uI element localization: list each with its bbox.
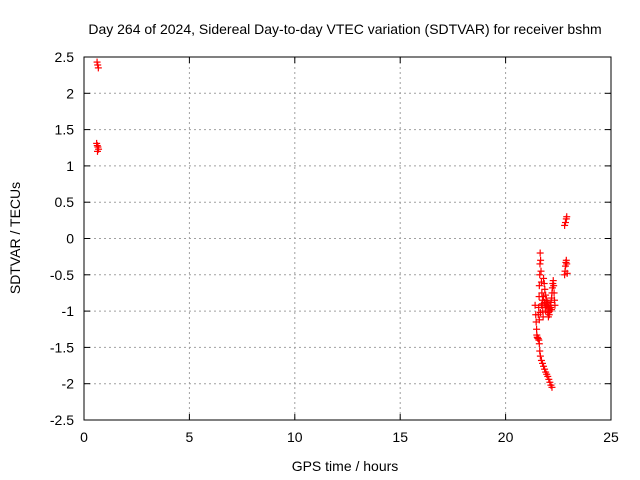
data-point	[542, 291, 550, 299]
chart-title: Day 264 of 2024, Sidereal Day-to-day VTE…	[88, 21, 601, 37]
data-point	[563, 269, 571, 277]
y-tick-label: 0	[66, 231, 74, 247]
data-point	[561, 219, 569, 227]
data-point	[534, 335, 542, 343]
y-tick-labels: -2.5 -2 -1.5 -1 -0.5 0 0.5 1 1.5 2 2.5	[50, 49, 74, 428]
data-point	[535, 316, 543, 324]
x-tick-label: 20	[498, 429, 514, 445]
x-tick-label: 10	[287, 429, 303, 445]
y-tick-label: 1	[66, 158, 74, 174]
y-tick-label: -1.5	[50, 339, 74, 355]
y-tick-label: 2.5	[55, 49, 75, 65]
data-point	[541, 285, 549, 293]
data-point	[550, 289, 558, 297]
axis-ticks	[83, 56, 612, 421]
x-tick-labels: 0 5 10 15 20 25	[80, 429, 619, 445]
y-tick-label: 0.5	[55, 194, 75, 210]
data-point	[545, 311, 553, 319]
data-point	[536, 347, 544, 355]
data-point	[94, 64, 102, 72]
data-point	[536, 352, 544, 360]
y-tick-label: -1	[62, 303, 75, 319]
plot-frame	[83, 56, 612, 421]
data-points	[93, 58, 571, 391]
data-point	[536, 249, 544, 257]
y-tick-label: -2.5	[50, 412, 74, 428]
data-point	[536, 271, 544, 279]
grid-lines	[84, 57, 611, 420]
x-tick-label: 15	[392, 429, 408, 445]
data-point	[537, 256, 545, 264]
data-point	[546, 307, 554, 315]
data-point	[543, 302, 551, 310]
y-tick-label: -2	[62, 376, 75, 392]
y-tick-label: -0.5	[50, 267, 74, 283]
y-tick-label: 2	[66, 85, 74, 101]
data-point	[531, 301, 539, 309]
data-point	[542, 296, 550, 304]
data-point	[548, 383, 556, 391]
data-point	[536, 260, 544, 268]
data-point	[563, 260, 571, 268]
data-point	[536, 309, 544, 317]
data-point	[93, 147, 101, 155]
data-point	[538, 289, 546, 297]
data-point	[563, 213, 571, 221]
data-point	[551, 301, 559, 309]
x-tick-label: 0	[80, 429, 88, 445]
y-axis-title: SDTVAR / TECUs	[7, 182, 23, 294]
data-point	[535, 282, 543, 290]
data-point	[537, 267, 545, 275]
x-tick-label: 25	[603, 429, 619, 445]
data-point	[550, 282, 558, 290]
y-tick-label: 1.5	[55, 122, 75, 138]
data-point	[540, 274, 548, 282]
data-point	[535, 340, 543, 348]
data-point	[540, 280, 548, 288]
x-axis-title: GPS time / hours	[292, 458, 399, 474]
data-point	[548, 306, 556, 314]
x-tick-label: 5	[186, 429, 194, 445]
